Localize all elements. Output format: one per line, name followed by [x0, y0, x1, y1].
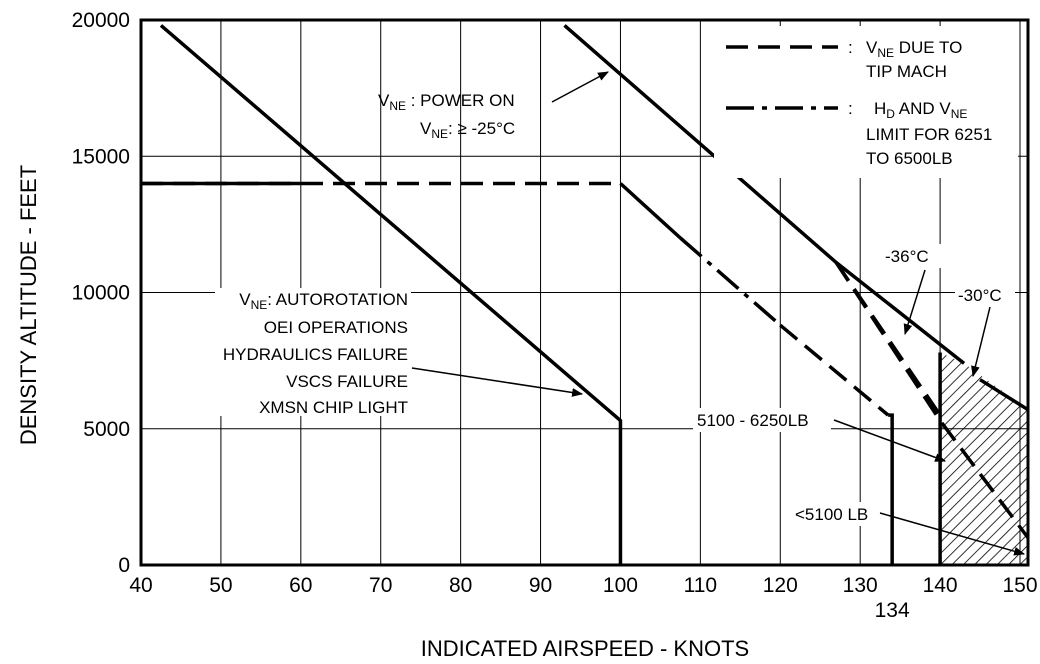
- series-line-solid: [619, 182, 682, 240]
- x-tick-label: 80: [449, 574, 472, 597]
- legend-label-tip-mach-line2: TIP MACH: [866, 62, 947, 81]
- annotation-weight-mid-label: 5100 - 6250LB: [697, 411, 809, 430]
- series-line-dashed: [834, 261, 942, 417]
- x-tick-label: 130: [843, 574, 878, 597]
- y-tick-label: 20000: [72, 9, 130, 32]
- annotation-minus30-label: -30°C: [958, 286, 1002, 305]
- annotation-minus36-arrow: [903, 269, 926, 336]
- annotation-minus36: -36°C: [882, 244, 942, 336]
- tick-labels: 40 50 60 70 80 90 100 110 120 130 140 150 0 5000 10000…: [72, 9, 1038, 622]
- annotation-power-on: VNE : POWER ON VNE: ≥ -25°C: [378, 71, 609, 141]
- x-tick-label: 100: [603, 574, 638, 597]
- annotation-weight-low-label: <5100 LB: [795, 505, 868, 524]
- series-line-solid: [888, 413, 894, 565]
- annotation-autorotation-line4: VSCS FAILURE: [286, 372, 408, 391]
- x-tick-label-extra: 134: [875, 599, 910, 622]
- series-line-dashed: [779, 323, 890, 417]
- legend: : VNE DUE TO TIP MACH : HD AND VNE LIMIT…: [714, 26, 1018, 178]
- x-tick-label: 150: [1002, 574, 1037, 597]
- series-line-solid: [159, 24, 623, 565]
- y-tick-label: 5000: [83, 418, 130, 441]
- annotation-autorotation-arrow: [411, 367, 584, 397]
- x-tick-label: 90: [529, 574, 552, 597]
- x-tick-label: 120: [763, 574, 798, 597]
- legend-label-hd-line2: LIMIT FOR 6251: [866, 125, 992, 144]
- legend-sep-1: :: [848, 38, 853, 57]
- annotation-weight-mid-arrow: [833, 419, 947, 462]
- annotation-power-on-arrow: [551, 71, 609, 103]
- annotation-weight-low: <5100 LB: [791, 502, 1026, 556]
- annotation-autorotation-line1: VNE: AUTOROTATION: [239, 290, 408, 312]
- annotation-autorotation-line5: XMSN CHIP LIGHT: [259, 398, 408, 417]
- plot-frame: [139, 18, 1030, 567]
- annotation-weight-mid: 5100 - 6250LB: [693, 408, 947, 462]
- legend-label-hd-line3: TO 6500LB: [866, 149, 953, 168]
- y-axis-title: DENSITY ALTITUDE - FEET: [16, 165, 41, 445]
- annotation-weight-low-arrow: [879, 512, 1026, 556]
- annotation-power-on-line2: VNE: ≥ -25°C: [420, 119, 515, 141]
- hatched-region-layer: [940, 352, 1028, 565]
- x-tick-label: 40: [129, 574, 152, 597]
- series-layer: [141, 24, 1030, 565]
- annotation-minus36-label: -36°C: [885, 247, 929, 266]
- annotation-autorotation: VNE: AUTOROTATION OEI OPERATIONS HYDRAUL…: [215, 288, 584, 417]
- x-tick-label: 110: [684, 574, 717, 597]
- x-tick-label: 70: [369, 574, 392, 597]
- annotation-autorotation-line3: HYDRAULICS FAILURE: [223, 345, 408, 364]
- y-tick-label: 0: [118, 554, 130, 577]
- series-line-dash-dot: [679, 236, 782, 327]
- annotation-minus30: -30°C: [955, 283, 1015, 378]
- y-tick-label: 10000: [72, 282, 130, 305]
- legend-label-tip-mach: VNE DUE TO: [866, 38, 962, 60]
- legend-sep-2: :: [848, 99, 853, 118]
- series-line-solid: [979, 378, 1029, 412]
- x-tick-label: 60: [289, 574, 312, 597]
- annotation-minus30-arrow: [971, 306, 991, 378]
- x-axis-title: INDICATED AIRSPEED - KNOTS: [421, 636, 749, 661]
- legend-label-hd: HD AND VNE: [874, 99, 967, 121]
- hatched-region: [940, 352, 1028, 565]
- annotation-power-on-line1: VNE : POWER ON: [378, 91, 515, 113]
- y-tick-label: 15000: [72, 145, 130, 168]
- x-tick-label: 140: [923, 574, 958, 597]
- x-tick-label: 50: [209, 574, 232, 597]
- annotation-autorotation-line2: OEI OPERATIONS: [264, 318, 408, 337]
